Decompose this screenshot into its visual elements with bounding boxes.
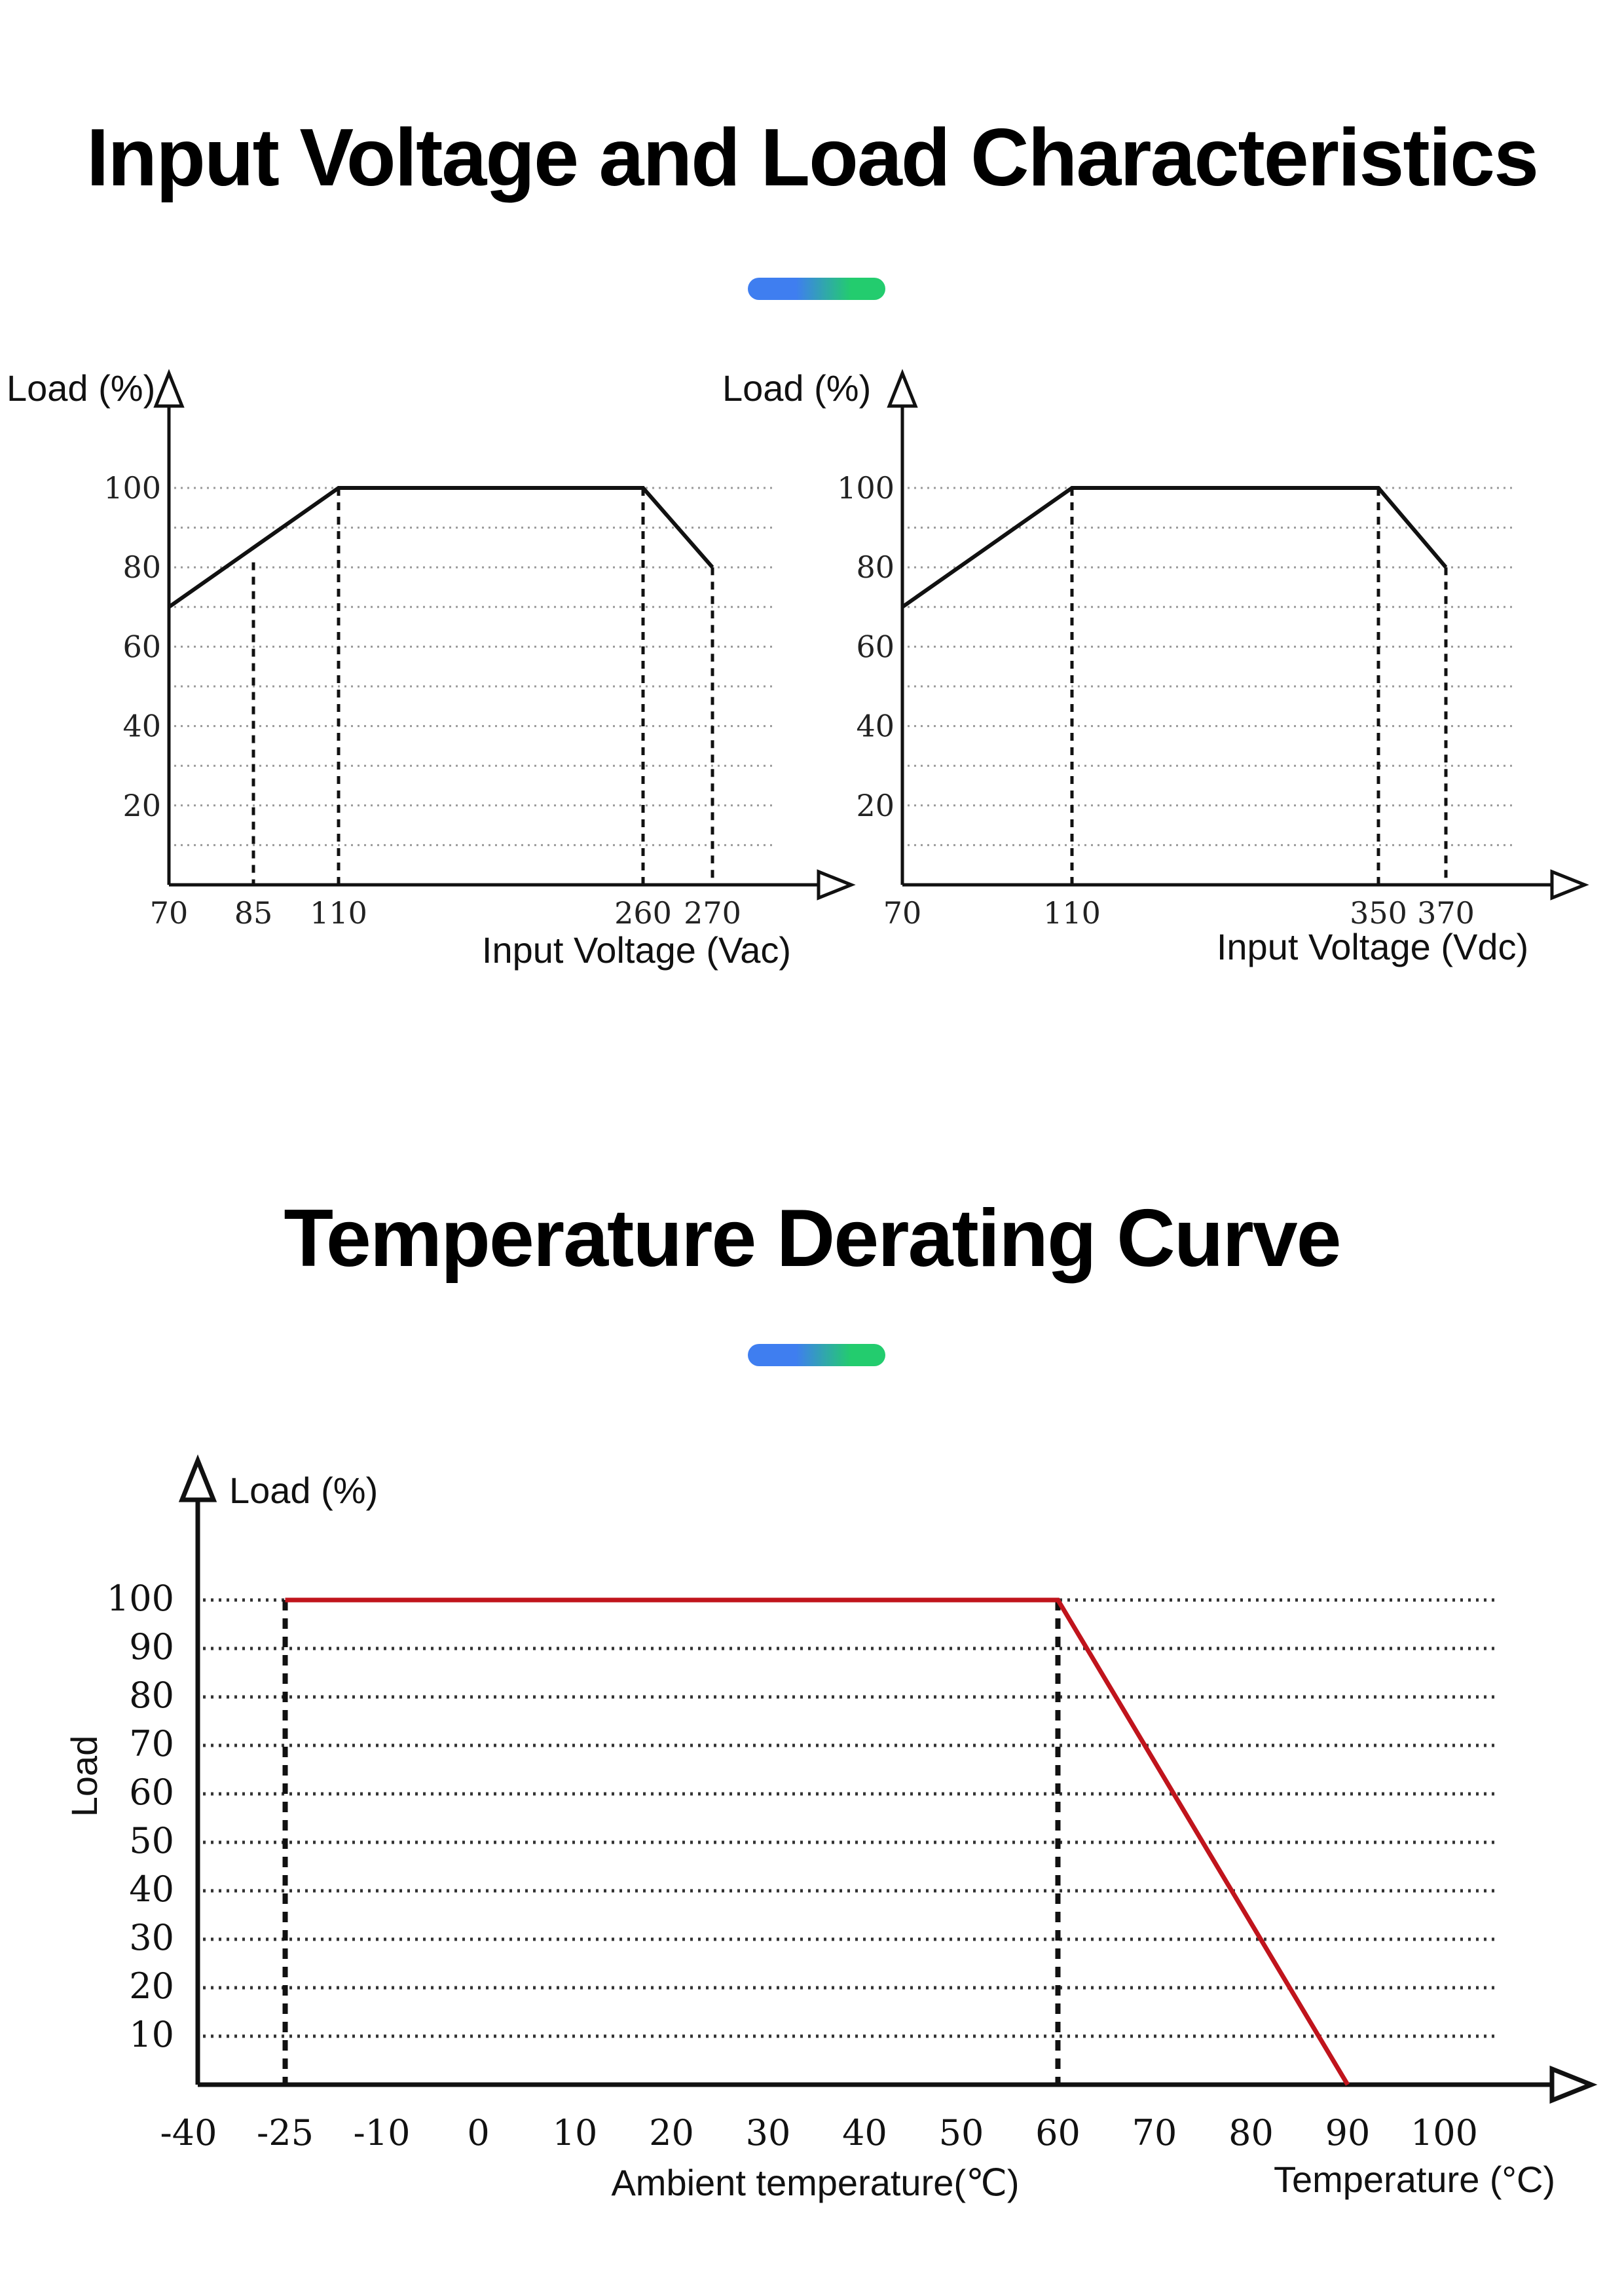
chart1-y-axis-label: Load (%) [7,367,155,409]
chart3-y-axis-label: Load (%) [229,1470,378,1511]
chart3-x-axis-label: Ambient temperature(℃) [611,2162,1019,2203]
chart3-x-tick-label: 0 [467,2112,489,2153]
chart1-y-tick-label: 20 [122,788,161,823]
chart3-y-tick-label: 100 [107,1578,174,1619]
chart3-x-tick-label: 90 [1325,2112,1371,2153]
chart2-y-tick-label: 20 [856,788,895,823]
chart2-x-axis-label: Input Voltage (Vdc) [1217,926,1528,967]
chart2-x-tick-label: 370 [1417,895,1475,931]
chart2-y-tick-label: 40 [856,709,895,744]
chart3-x-axis-arrow-icon [1549,2065,1598,2104]
chart3-y-tick-label: 70 [129,1723,174,1764]
chart3-x-tick-label: 60 [1035,2112,1080,2153]
chart2-x-tick-label: 70 [883,895,922,931]
chart2-y-axis-label: Load (%) [722,367,871,409]
chart3-y-tick-label: 30 [129,1917,174,1958]
chart3-y-tick-label: 90 [129,1626,174,1667]
chart3-y-axis-side-label: Load [64,1736,105,1817]
chart1-y-tick-label: 100 [103,470,161,506]
chart2-y-tick-label: 80 [856,549,895,585]
chart2-x-tick-label: 110 [1043,895,1101,931]
chart2-series-line [901,486,1448,609]
section-title-voltage: Input Voltage and Load Characteristics [86,113,1539,203]
accent-bar [748,1344,885,1366]
chart3-y-tick-label: 20 [129,1965,174,2007]
chart3-x-tick-label: 70 [1132,2112,1177,2153]
chart2-y-tick-label: 100 [837,470,895,506]
chart3-x-tick-label: 80 [1228,2112,1274,2153]
section-title-temperature: Temperature Derating Curve [284,1193,1341,1284]
chart1-y-tick-label: 80 [122,549,161,585]
chart3-series-line [285,1597,1350,2086]
chart3-x-tick-label: 40 [842,2112,887,2153]
chart3-y-tick-label: 40 [129,1869,174,1910]
chart1-series-line [168,486,714,609]
chart3-y-tick-label: 10 [129,2014,174,2055]
accent-bar [748,278,885,300]
chart3-y-axis-arrow-icon [178,1454,217,1502]
chart1-x-tick-label: 270 [684,895,741,931]
chart1-y-axis-arrow-icon [153,369,185,408]
chart3-x-tick-label: -40 [160,2112,217,2153]
chart1-x-tick-label: 70 [150,895,189,931]
chart3-x-tick-label: 10 [553,2112,598,2153]
chart2-x-axis-arrow-icon [1550,869,1589,901]
chart2-y-tick-label: 60 [856,629,895,664]
chart1-y-tick-label: 60 [122,629,161,664]
chart1-x-axis-arrow-icon [817,869,856,901]
chart3-x-tick-label: 30 [746,2112,791,2153]
chart3-x-tick-label: 50 [939,2112,984,2153]
chart2-x-tick-label: 350 [1350,895,1407,931]
chart1-x-tick-label: 85 [234,895,273,931]
chart3-x-tick-label: 100 [1411,2112,1478,2153]
chart1-y-tick-label: 40 [122,709,161,744]
chart3-x-tick-label: -25 [257,2112,314,2153]
chart1-x-tick-label: 260 [614,895,672,931]
chart3-x-tick-label: 20 [649,2112,694,2153]
chart3-x-axis-label-right: Temperature (°C) [1274,2159,1555,2200]
chart3-y-tick-label: 60 [129,1772,174,1813]
chart1-x-tick-label: 110 [310,895,367,931]
chart3-y-tick-label: 80 [129,1675,174,1716]
chart3-x-tick-label: -10 [354,2112,411,2153]
chart3-y-tick-label: 50 [129,1820,174,1861]
chart1-x-axis-label: Input Voltage (Vac) [482,929,791,971]
chart2-y-axis-arrow-icon [887,369,918,408]
